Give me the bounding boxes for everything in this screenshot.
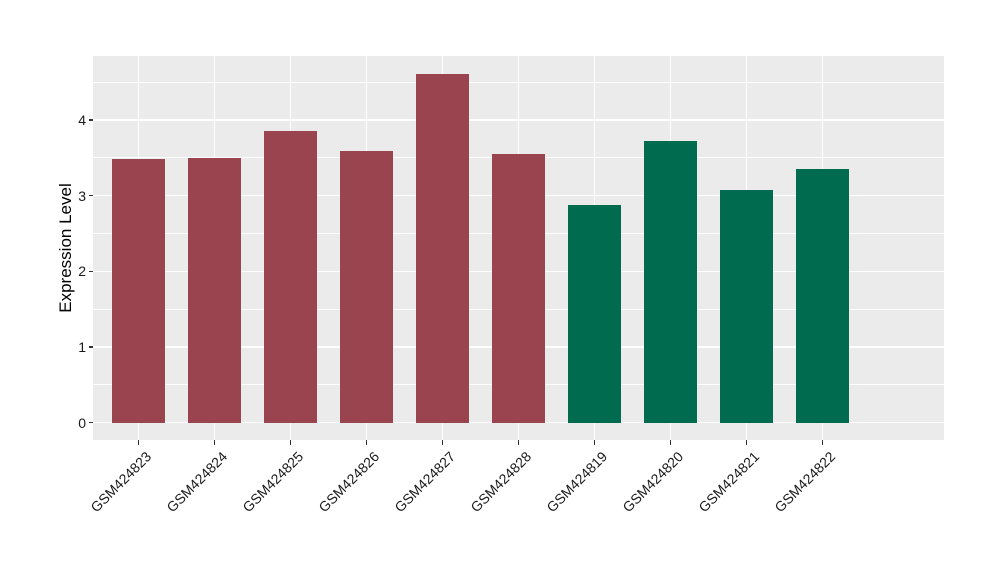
bar-GSM424826 <box>340 150 394 423</box>
y-tick-label: 2 <box>78 263 86 280</box>
x-tick-label-GSM424821: GSM424821 <box>695 448 763 516</box>
bar-GSM424823 <box>112 159 166 423</box>
y-tick-label: 3 <box>78 187 86 204</box>
x-tick-label-GSM424819: GSM424819 <box>543 448 611 516</box>
bar-GSM424820 <box>643 141 697 423</box>
y-tick-mark <box>88 270 93 272</box>
bar-GSM424825 <box>264 131 318 423</box>
x-tick-label-GSM424827: GSM424827 <box>391 448 459 516</box>
bar-GSM424824 <box>188 157 242 423</box>
bar-GSM424828 <box>492 154 545 423</box>
x-tick-mark <box>137 440 140 445</box>
y-tick-mark <box>88 119 93 121</box>
x-tick-mark <box>821 440 824 445</box>
bar-GSM424822 <box>795 169 849 423</box>
bar-GSM424821 <box>719 190 773 423</box>
y-tick-label: 4 <box>78 111 86 128</box>
x-tick-label-GSM424826: GSM424826 <box>315 448 383 516</box>
x-tick-mark <box>517 440 520 445</box>
x-tick-mark <box>745 440 748 445</box>
y-tick-mark <box>88 346 93 348</box>
x-tick-label-GSM424823: GSM424823 <box>87 448 155 516</box>
x-tick-mark <box>365 440 368 445</box>
y-axis-title: Expression Level <box>56 183 75 313</box>
y-tick-mark <box>88 194 93 197</box>
x-tick-label-GSM424822: GSM424822 <box>771 448 839 516</box>
x-tick-mark <box>593 440 596 445</box>
x-tick-mark <box>213 440 216 445</box>
y-tick-mark <box>88 421 93 424</box>
bar-GSM424819 <box>567 204 621 423</box>
bar-GSM424827 <box>416 73 470 423</box>
x-tick-mark <box>441 440 444 445</box>
x-tick-label-GSM424824: GSM424824 <box>163 448 231 516</box>
x-tick-mark <box>289 440 292 445</box>
x-tick-label-GSM424828: GSM424828 <box>467 448 535 516</box>
y-tick-label: 1 <box>78 338 86 355</box>
x-tick-mark <box>669 440 672 445</box>
y-tick-label: 0 <box>78 414 86 431</box>
x-tick-label-GSM424825: GSM424825 <box>239 448 307 516</box>
x-tick-label-GSM424820: GSM424820 <box>619 448 687 516</box>
